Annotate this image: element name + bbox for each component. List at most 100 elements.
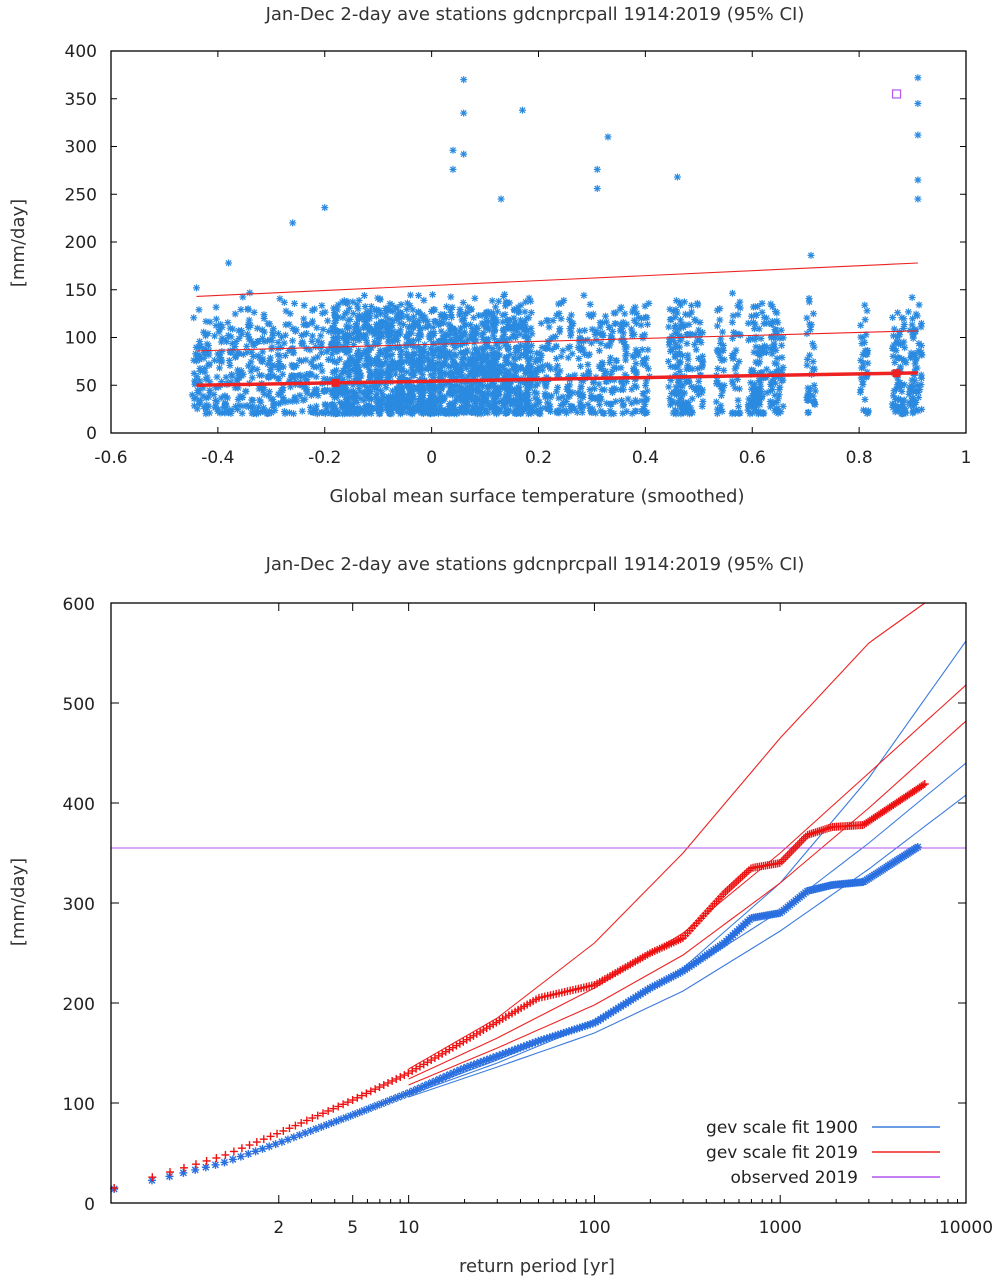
scatter-point xyxy=(546,363,554,371)
scatter-point xyxy=(277,343,285,351)
scatter-point xyxy=(501,290,509,298)
fit-lines xyxy=(111,603,966,1098)
scatter-point xyxy=(434,409,442,417)
scatter-point xyxy=(914,74,922,82)
scatter-point xyxy=(577,337,585,345)
scatter-point xyxy=(456,408,464,416)
y-tick-label: 400 xyxy=(65,42,97,62)
point-2019 xyxy=(237,1144,246,1153)
scatter-point xyxy=(734,311,742,319)
scatter-point xyxy=(515,384,523,392)
scatter-point xyxy=(803,314,811,322)
scatter-point xyxy=(518,106,526,114)
x-tick-label: 1000 xyxy=(759,1218,802,1238)
scatter-point xyxy=(773,317,781,325)
point-2019 xyxy=(797,836,806,845)
scatter-point xyxy=(214,407,222,415)
scatter-point xyxy=(533,355,541,363)
scatter-point xyxy=(318,367,326,375)
scatter-point xyxy=(543,399,551,407)
scatter-point xyxy=(329,368,337,376)
scatter-point xyxy=(499,318,507,326)
scatter-point xyxy=(566,343,574,351)
scatter-point xyxy=(307,391,315,399)
scatter-point xyxy=(556,325,564,333)
scatter-point xyxy=(258,326,266,334)
y-tick-label: 600 xyxy=(63,595,95,615)
scatter-point xyxy=(260,315,268,323)
scatter-point xyxy=(809,397,817,405)
scatter-point xyxy=(225,259,233,267)
y-tick-label: 150 xyxy=(65,281,97,301)
scatter-point xyxy=(205,393,213,401)
scatter-point xyxy=(393,387,401,395)
scatter-point xyxy=(221,392,229,400)
scatter-point xyxy=(238,372,246,380)
scatter-point xyxy=(607,354,615,362)
scatter-point xyxy=(226,361,234,369)
scatter-point xyxy=(912,356,920,364)
scatter-point xyxy=(266,320,274,328)
scatter-point xyxy=(612,397,620,405)
scatter-point xyxy=(809,358,817,366)
scatter-point xyxy=(754,302,762,310)
scatter-point xyxy=(350,366,358,374)
scatter-point xyxy=(713,322,721,330)
scatter-point xyxy=(642,382,650,390)
scatter-point xyxy=(426,399,434,407)
scatter-point xyxy=(289,337,297,345)
point-2019 xyxy=(781,853,790,862)
scatter-point xyxy=(360,292,368,300)
scatter-point xyxy=(419,394,427,402)
scatter-point xyxy=(807,251,815,259)
x-tick-label: 0.8 xyxy=(846,448,873,468)
scatter-point xyxy=(528,330,536,338)
scatter-point xyxy=(427,358,435,366)
scatter-chart: Jan-Dec 2-day ave stations gdcnprcpall 1… xyxy=(8,4,971,507)
scatter-point xyxy=(318,409,326,417)
scatter-point xyxy=(562,397,570,405)
scatter-point xyxy=(527,324,535,332)
scatter-point xyxy=(362,403,370,411)
scatter-point xyxy=(504,345,512,353)
scatter-point xyxy=(354,305,362,313)
scatter-point xyxy=(234,349,242,357)
scatter-point xyxy=(254,352,262,360)
scatter-point xyxy=(445,406,453,414)
scatter-point xyxy=(467,305,475,313)
scatter-point xyxy=(313,324,321,332)
scatter-point xyxy=(641,302,649,310)
scatter-point xyxy=(359,331,367,339)
scatter-point xyxy=(512,334,520,342)
scatter-point xyxy=(502,353,510,361)
scatter-point xyxy=(749,318,757,326)
scatter-point xyxy=(268,337,276,345)
scatter-point xyxy=(557,315,565,323)
scatter-point xyxy=(333,306,341,314)
scatter-point xyxy=(857,321,865,329)
scatter-point xyxy=(395,394,403,402)
scatter-point xyxy=(585,311,593,319)
scatter-point xyxy=(201,364,209,372)
scatter-point xyxy=(762,314,770,322)
scatter-point xyxy=(557,299,565,307)
scatter-point xyxy=(758,308,766,316)
scatter-point xyxy=(460,339,468,347)
scatter-point xyxy=(805,294,813,302)
scatter-point xyxy=(917,319,925,327)
scatter-point xyxy=(717,392,725,400)
scatter-point xyxy=(213,373,221,381)
scatter-point xyxy=(403,312,411,320)
scatter-point xyxy=(502,409,510,417)
scatter-point xyxy=(910,382,918,390)
scatter-point xyxy=(462,405,470,413)
scatter-point xyxy=(720,366,728,374)
scatter-point xyxy=(253,324,261,332)
scatter-point xyxy=(309,363,317,371)
scatter-point xyxy=(806,351,814,359)
scatter-point xyxy=(308,332,316,340)
scatter-point xyxy=(641,356,649,364)
point-2019 xyxy=(795,838,804,847)
scatter-point xyxy=(420,296,428,304)
y-tick-label: 200 xyxy=(63,995,95,1015)
